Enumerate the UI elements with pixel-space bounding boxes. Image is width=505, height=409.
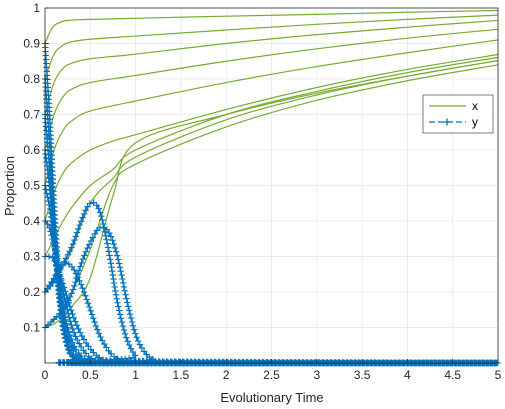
y-tick-label: 0.3: [23, 250, 40, 264]
legend-label-y: y: [472, 115, 478, 129]
y-tick-label: 0.2: [23, 285, 40, 299]
x-tick-label: 4: [404, 368, 411, 382]
x-tick-label: 5: [495, 368, 502, 382]
x-tick-label: 1: [132, 368, 139, 382]
series-x-line: [44, 9, 499, 44]
y-tick-label: 0.6: [23, 143, 40, 157]
y-tick-label: 0.4: [23, 214, 40, 228]
series-x-line: [44, 56, 499, 257]
series-x-line: [44, 14, 499, 80]
x-tick-label: 3.5: [354, 368, 371, 382]
x-axis-label: Evolutionary Time: [220, 390, 323, 405]
grid: [45, 8, 498, 363]
legend: x y: [422, 94, 494, 134]
series-x-line: [44, 53, 499, 222]
x-tick-label: 2.5: [263, 368, 280, 382]
legend-label-x: x: [472, 99, 478, 113]
series-x-line: [44, 28, 499, 151]
y-tick-label: 0.7: [23, 108, 40, 122]
series-x-line: [44, 19, 499, 115]
y-tick-label: 1: [33, 1, 40, 15]
x-tick-label: 1.5: [173, 368, 190, 382]
legend-box: [422, 94, 494, 134]
y-axis-label: Proportion: [2, 156, 17, 216]
series-x-line: [44, 39, 499, 186]
y-tick-label: 0.1: [23, 321, 40, 335]
axis-ticks: 0 0.5 1 1.5 2 2.5 3 3.5 4 4.5 5 0.1 0.2 0.3 0.4 0.5 0.6 0…: [23, 1, 501, 382]
x-tick-label: 0.5: [82, 368, 99, 382]
y-tick-label: 0.8: [23, 72, 40, 86]
x-tick-label: 4.5: [444, 368, 461, 382]
x-tick-label: 0: [42, 368, 49, 382]
legend-marker-y: [443, 118, 451, 126]
x-tick-label: 3: [313, 368, 320, 382]
x-tick-label: 2: [223, 368, 230, 382]
y-tick-label: 0.9: [23, 37, 40, 51]
y-tick-label: 0.5: [23, 179, 40, 193]
